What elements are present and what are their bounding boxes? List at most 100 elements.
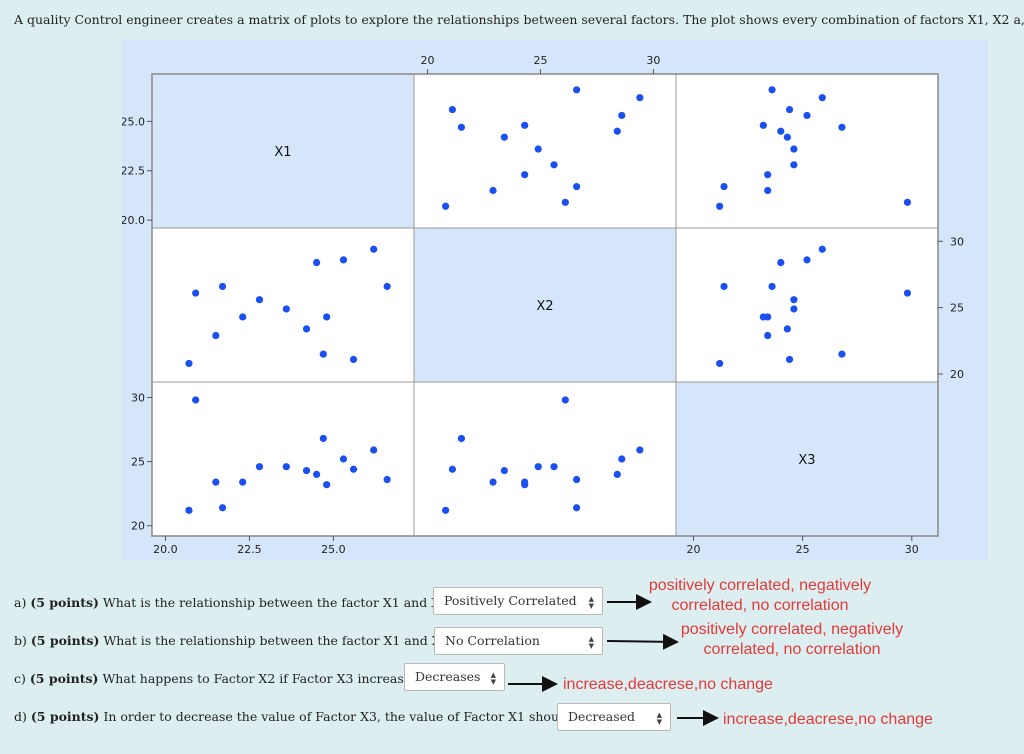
data-point xyxy=(838,350,846,358)
data-point xyxy=(457,123,466,131)
data-point xyxy=(618,455,626,463)
panel-X1-X1 xyxy=(151,73,415,229)
diagonal-label-X2: X2 xyxy=(536,299,553,314)
updown-arrow-icon: ▲ ▼ xyxy=(656,711,662,726)
data-point xyxy=(192,289,200,297)
note-d: increase,deacrese,no change xyxy=(723,711,933,728)
data-point xyxy=(255,463,264,471)
data-point xyxy=(613,127,621,135)
data-point xyxy=(618,111,626,120)
data-point xyxy=(783,325,791,333)
data-point xyxy=(785,355,794,364)
data-point xyxy=(383,475,391,484)
data-point xyxy=(319,434,327,443)
answer-a-select[interactable]: Positively Correlated ▲ ▼ xyxy=(433,587,603,615)
data-point xyxy=(349,465,358,473)
data-point xyxy=(255,296,264,304)
data-point xyxy=(636,446,644,454)
data-point xyxy=(282,463,290,471)
data-point xyxy=(239,478,247,486)
updown-arrow-icon: ▲ ▼ xyxy=(490,671,496,686)
data-point xyxy=(489,186,497,195)
answer-d-select[interactable]: Decreased ▲ ▼ xyxy=(557,703,671,731)
matrix-frame xyxy=(151,73,939,537)
data-point xyxy=(561,198,569,206)
data-point xyxy=(573,86,581,94)
data-point xyxy=(212,478,220,486)
data-point xyxy=(323,313,331,321)
data-point xyxy=(790,296,798,304)
data-point xyxy=(561,396,569,404)
bottom-tick-label: 30 xyxy=(905,543,919,556)
data-point xyxy=(768,282,776,291)
panel-X3-X1 xyxy=(151,381,415,537)
question-a: a) (5 points) What is the relationship b… xyxy=(14,595,455,610)
data-point xyxy=(521,121,529,129)
data-point xyxy=(319,350,327,358)
left-tick-label: 25.0 xyxy=(122,115,145,128)
answer-b-select[interactable]: No Correlation ▲ ▼ xyxy=(434,627,603,655)
data-point xyxy=(818,245,826,253)
data-point xyxy=(550,463,558,471)
data-point xyxy=(636,94,644,102)
data-point xyxy=(764,186,772,195)
diagonal-label-X3: X3 xyxy=(798,453,815,468)
right-tick-label: 30 xyxy=(950,235,964,248)
data-point xyxy=(550,161,558,169)
scatterplot-matrix: X1 X2 X3 20.0 22.5 25.0 20 25 30 20 25 30 20.0 22.5 25… xyxy=(122,40,988,560)
data-point xyxy=(370,446,378,454)
data-point xyxy=(192,396,200,404)
bottom-tick-label: 25 xyxy=(796,543,810,556)
data-point xyxy=(613,470,621,478)
data-point xyxy=(239,313,247,321)
data-point xyxy=(339,256,348,264)
data-point xyxy=(457,434,466,443)
data-point xyxy=(790,305,798,313)
panel-X1-X3 xyxy=(675,73,939,229)
data-point xyxy=(783,133,791,141)
data-point xyxy=(838,123,846,131)
question-b: b) (5 points) What is the relationship b… xyxy=(14,633,456,648)
left-tick-label: 22.5 xyxy=(122,165,145,178)
note-a: positively correlated, negatively correl… xyxy=(648,577,872,614)
data-point xyxy=(777,258,785,267)
data-point xyxy=(573,182,581,191)
data-point xyxy=(500,133,508,141)
left-tick-label: 30 xyxy=(131,391,145,404)
data-point xyxy=(521,481,529,489)
bottom-tick-label: 22.5 xyxy=(237,543,262,556)
data-point xyxy=(903,289,912,297)
data-point xyxy=(764,331,772,340)
data-point xyxy=(218,282,227,291)
data-point xyxy=(720,282,728,291)
data-point xyxy=(573,475,581,484)
data-point xyxy=(312,258,321,267)
top-tick-label: 20 xyxy=(421,54,435,67)
data-point xyxy=(282,305,290,313)
data-point xyxy=(448,465,456,473)
diagonal-label-X1: X1 xyxy=(274,145,291,160)
data-point xyxy=(777,127,785,135)
data-point xyxy=(785,105,794,114)
data-point xyxy=(759,313,767,321)
data-point xyxy=(302,325,311,333)
left-tick-label: 20 xyxy=(131,520,145,533)
data-point xyxy=(489,478,497,486)
data-point xyxy=(759,121,767,129)
data-point xyxy=(185,359,193,368)
left-tick-label: 25 xyxy=(131,456,145,469)
answer-c-select[interactable]: Decreases ▲ ▼ xyxy=(404,663,505,691)
data-point xyxy=(383,282,391,291)
data-point xyxy=(442,506,450,514)
question-c: c) (5 points) What happens to Factor X2 … xyxy=(14,671,425,686)
data-point xyxy=(323,481,331,489)
right-tick-label: 25 xyxy=(950,302,964,315)
bottom-tick-label: 25.0 xyxy=(321,543,346,556)
data-point xyxy=(803,256,811,264)
note-c: increase,deacrese,no change xyxy=(563,676,773,693)
data-point xyxy=(790,145,798,153)
bottom-tick-label: 20.0 xyxy=(153,543,178,556)
top-tick-label: 30 xyxy=(646,54,660,67)
note-b: positively correlated, negatively correl… xyxy=(680,621,904,658)
